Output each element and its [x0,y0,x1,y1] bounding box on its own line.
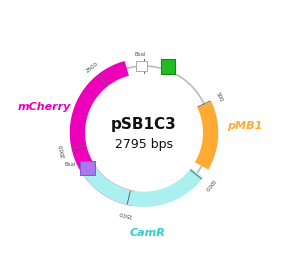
Bar [136,61,147,72]
Text: pMB1: pMB1 [228,121,263,131]
Text: 1500: 1500 [118,210,132,218]
Text: 2795 bps: 2795 bps [115,138,173,151]
Bar [80,161,95,175]
Text: mCherry: mCherry [17,102,71,112]
Text: 1000: 1000 [202,178,215,192]
Text: 2000: 2000 [59,143,67,158]
Text: CamR: CamR [129,228,165,238]
Text: pSB1C3: pSB1C3 [111,117,177,132]
Text: BsaI: BsaI [65,162,76,167]
Text: BsaI: BsaI [134,52,146,57]
Text: 2500: 2500 [86,61,100,73]
Text: 500: 500 [215,91,223,102]
Bar [161,59,175,74]
